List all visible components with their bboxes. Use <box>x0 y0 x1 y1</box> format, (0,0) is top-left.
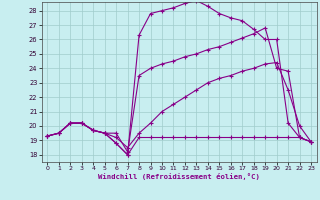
X-axis label: Windchill (Refroidissement éolien,°C): Windchill (Refroidissement éolien,°C) <box>98 173 260 180</box>
